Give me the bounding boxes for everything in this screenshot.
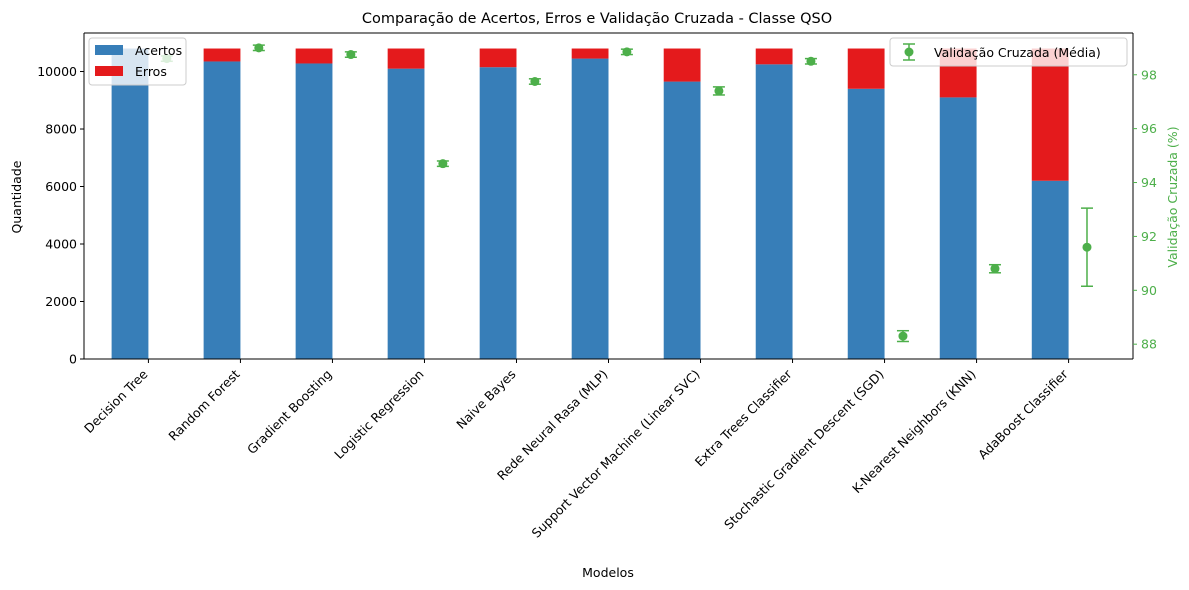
x-tick-label: Stochastic Gradient Descent (SGD): [721, 367, 887, 533]
cv-point: [806, 56, 816, 66]
cv-point: [714, 86, 724, 96]
plot-area: 0 2000 4000 6000 8000 10000 88 90 92 94 96 98 Decisi…: [37, 32, 1157, 541]
x-tick-label: Naive Bayes: [453, 367, 518, 432]
y2-tick-label: 92: [1141, 229, 1157, 244]
x-tick-label: Gradient Boosting: [244, 367, 335, 458]
bar-erros: [663, 48, 701, 82]
bar-acertos: [479, 67, 517, 360]
y2-tick-label: 98: [1141, 67, 1157, 82]
y-tick-label: 10000: [37, 64, 77, 79]
bar-acertos: [1031, 180, 1069, 359]
bar-erros: [755, 48, 793, 65]
legend-swatch-erros: [95, 66, 123, 76]
x-tick-label: Decision Tree: [81, 366, 151, 436]
cv-point: [346, 50, 356, 60]
y2-axis-label: Validação Cruzada (%): [1165, 126, 1180, 267]
y2-tick-label: 88: [1141, 337, 1157, 352]
x-tick-label: Support Vector Machine (Linear SVC): [528, 367, 702, 541]
x-tick-label: AdaBoost Classifier: [975, 366, 1071, 462]
cv-point: [530, 76, 540, 86]
legend-right-box: [889, 37, 1128, 67]
cv-point: [990, 264, 1000, 274]
bar-erros: [387, 48, 425, 69]
bar-acertos: [387, 68, 425, 359]
y2-tick-label: 94: [1141, 175, 1157, 190]
y-tick-label: 2000: [45, 294, 77, 309]
bar-erros: [479, 48, 517, 68]
bar-acertos: [847, 88, 885, 359]
bar-erros: [571, 48, 609, 59]
x-tick-label: Extra Trees Classifier: [692, 366, 796, 470]
cv-point: [1082, 242, 1092, 252]
bar-erros: [1031, 48, 1069, 181]
bar-acertos: [755, 64, 793, 360]
cv-point: [438, 159, 448, 169]
y2-tick-label: 90: [1141, 283, 1157, 298]
bar-erros: [295, 48, 333, 64]
x-tick-label: Random Forest: [165, 366, 242, 443]
cv-point: [898, 331, 908, 341]
y-axis-label: Quantidade: [9, 160, 24, 233]
x-tick-label: Logistic Regression: [331, 367, 426, 462]
bar-acertos: [295, 63, 333, 360]
legend-label-erros: Erros: [135, 64, 167, 79]
cv-point: [254, 43, 264, 53]
bar-erros: [203, 48, 241, 62]
bar-acertos: [203, 61, 241, 359]
y2-tick-label: 96: [1141, 121, 1157, 136]
y-tick-label: 0: [69, 352, 77, 367]
legend-swatch-acertos: [95, 45, 123, 55]
legend-label-cv: Validação Cruzada (Média): [934, 45, 1101, 60]
bar-acertos: [111, 48, 149, 360]
legend-label-acertos: Acertos: [135, 43, 182, 58]
bar-acertos: [939, 97, 977, 359]
y-tick-label: 4000: [45, 237, 77, 252]
bar-erros: [847, 48, 885, 89]
legend-cv-marker: [904, 47, 914, 57]
bar-acertos: [571, 58, 609, 359]
y-tick-label: 6000: [45, 179, 77, 194]
x-axis-label: Modelos: [582, 565, 634, 580]
chart-title: Comparação de Acertos, Erros e Validação…: [362, 11, 832, 27]
cv-point: [622, 47, 632, 57]
y-tick-label: 8000: [45, 122, 77, 137]
bar-acertos: [663, 81, 701, 359]
